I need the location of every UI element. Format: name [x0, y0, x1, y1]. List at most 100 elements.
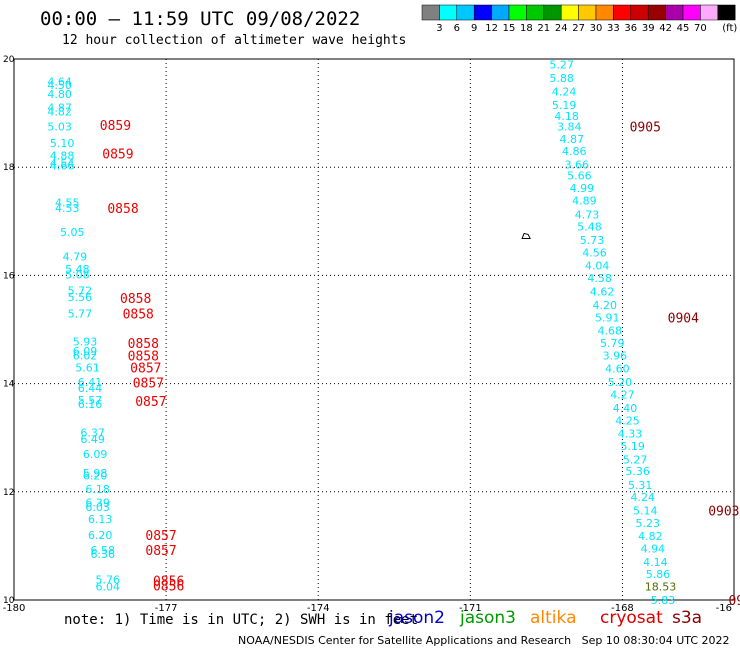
- wave-height-label: 6.16: [78, 398, 103, 411]
- wave-height-label: 4.82: [47, 105, 72, 118]
- wave-height-label: 4.58: [587, 272, 612, 285]
- wave-height-label: 4.64: [47, 76, 72, 89]
- pass-time-label: 0856: [153, 579, 184, 594]
- pass-time-label: 0857: [135, 395, 166, 410]
- wave-height-label: 5.14: [633, 505, 658, 518]
- wave-height-label: 4.18: [554, 110, 579, 123]
- island-outline: [521, 232, 531, 239]
- wave-height-label: 6.09: [83, 448, 108, 461]
- colorbar-swatch: [526, 4, 545, 21]
- wave-height-label: 4.53: [55, 202, 80, 215]
- wave-height-label: 5.77: [68, 307, 93, 320]
- x-tick-label: -171: [459, 603, 482, 614]
- wave-height-label: 3.66: [565, 158, 590, 171]
- wave-height-label: 6.02: [73, 349, 98, 362]
- wave-height-label: 4.27: [610, 388, 635, 401]
- y-tick-label: 16: [3, 271, 15, 281]
- credit-line: NOAA/NESDIS Center for Satellite Applica…: [238, 634, 730, 647]
- wave-height-label: 5.79: [600, 337, 625, 350]
- legend-altika: altika: [530, 608, 577, 628]
- colorbar-swatch: [473, 4, 492, 21]
- colorbar-swatch: [456, 4, 475, 21]
- colorbar-label: 45: [677, 23, 690, 34]
- pass-time-label: 0857: [145, 529, 176, 544]
- wave-height-label: 4.62: [590, 286, 615, 299]
- colorbar-label: 30: [590, 23, 603, 34]
- colorbar-label: 3: [436, 23, 442, 34]
- plot-frame: [13, 58, 735, 601]
- wave-height-label: 4.20: [592, 299, 617, 312]
- colorbar-label: 70: [694, 23, 707, 34]
- colorbar-swatch: [647, 4, 666, 21]
- wave-height-label: 4.79: [63, 250, 88, 263]
- colorbar-swatch: [717, 4, 736, 21]
- wave-height-label: 5.91: [595, 312, 620, 325]
- wave-height-label: 4.14: [643, 556, 668, 569]
- wave-height-label: 4.56: [582, 247, 607, 260]
- colorbar-label: 15: [503, 23, 516, 34]
- wave-height-label-high: 18.53: [645, 580, 677, 593]
- x-tick-label: -177: [155, 603, 178, 614]
- colorbar-swatch: [560, 4, 579, 21]
- wave-height-label: 5.93: [73, 335, 98, 348]
- wave-height-label: 6.18: [85, 483, 110, 496]
- wave-height-label: 5.56: [68, 291, 93, 304]
- wave-height-label: 3.96: [603, 349, 628, 362]
- colorbar-swatch: [700, 4, 719, 21]
- wave-height-label: 5.48: [577, 221, 602, 234]
- colorbar-swatch: [578, 4, 597, 21]
- colorbar-swatch: [543, 4, 562, 21]
- colorbar-swatch: [595, 4, 614, 21]
- colorbar-label: 6: [454, 23, 460, 34]
- wave-height-label: 5.98: [83, 467, 108, 480]
- wave-height-label: 5.72: [68, 285, 93, 298]
- y-tick-label: 18: [3, 163, 15, 173]
- wave-height-label: 6.20: [88, 529, 113, 542]
- wave-height-label: 4.89: [572, 195, 597, 208]
- colorbar-unit: (ft): [722, 23, 737, 34]
- legend-s3a: s3a: [672, 608, 703, 628]
- wave-height-label: 4.60: [605, 362, 630, 375]
- wave-height-label: 4.24: [552, 85, 577, 98]
- y-tick-label: 12: [3, 488, 14, 498]
- legend-jason3: jason3: [460, 608, 516, 628]
- colorbar-swatch: [508, 4, 527, 21]
- colorbar-label: 27: [572, 23, 585, 34]
- y-tick-label: 10: [3, 596, 15, 606]
- wave-height-label: 3.84: [557, 121, 582, 134]
- pass-time-label: 0858: [107, 202, 138, 217]
- wave-height-label: 4.04: [585, 260, 610, 273]
- x-tick-label: -174: [307, 603, 330, 614]
- wave-height-label: 6.44: [78, 382, 103, 395]
- pass-time-label: 0859: [100, 119, 131, 134]
- pass-time-label: 0857: [133, 377, 164, 392]
- legend-jason2: jason2: [389, 608, 445, 628]
- page-title: 00:00 – 11:59 UTC 09/08/2022: [40, 8, 361, 30]
- colorbar-label: 9: [471, 23, 477, 34]
- pass-time-label: 0858: [120, 292, 151, 307]
- wave-height-label: 4.99: [570, 182, 595, 195]
- wave-height-label: 4.73: [575, 208, 600, 221]
- wave-height-label: 6.04: [96, 580, 121, 593]
- wave-height-label: 6.39: [85, 497, 110, 510]
- pass-time-label: 0859: [102, 148, 133, 163]
- wave-height-label: 4.80: [47, 88, 72, 101]
- wave-height-label: 5.31: [628, 479, 653, 492]
- wave-height-label: 5.83: [651, 594, 676, 607]
- wave-height-label: 5.20: [608, 376, 633, 389]
- wave-height-label: 6.20: [83, 470, 108, 483]
- pass-time-label: 0858: [128, 337, 159, 352]
- colorbar-swatch: [630, 4, 649, 21]
- wave-height-label: 6.03: [85, 501, 110, 514]
- wave-height-label: 4.86: [562, 145, 587, 158]
- pass-time-label: 0858: [123, 307, 154, 322]
- wave-height-label: 6.09: [73, 345, 98, 358]
- colorbar-swatch: [665, 4, 684, 21]
- colorbar-label: 42: [659, 23, 672, 34]
- colorbar-swatch: [491, 4, 510, 21]
- page-subtitle: 12 hour collection of altimeter wave hei…: [62, 33, 407, 48]
- wave-height-label: 4.87: [47, 102, 72, 115]
- pass-time-label: 0902: [728, 594, 740, 609]
- y-tick-label: 14: [3, 380, 15, 390]
